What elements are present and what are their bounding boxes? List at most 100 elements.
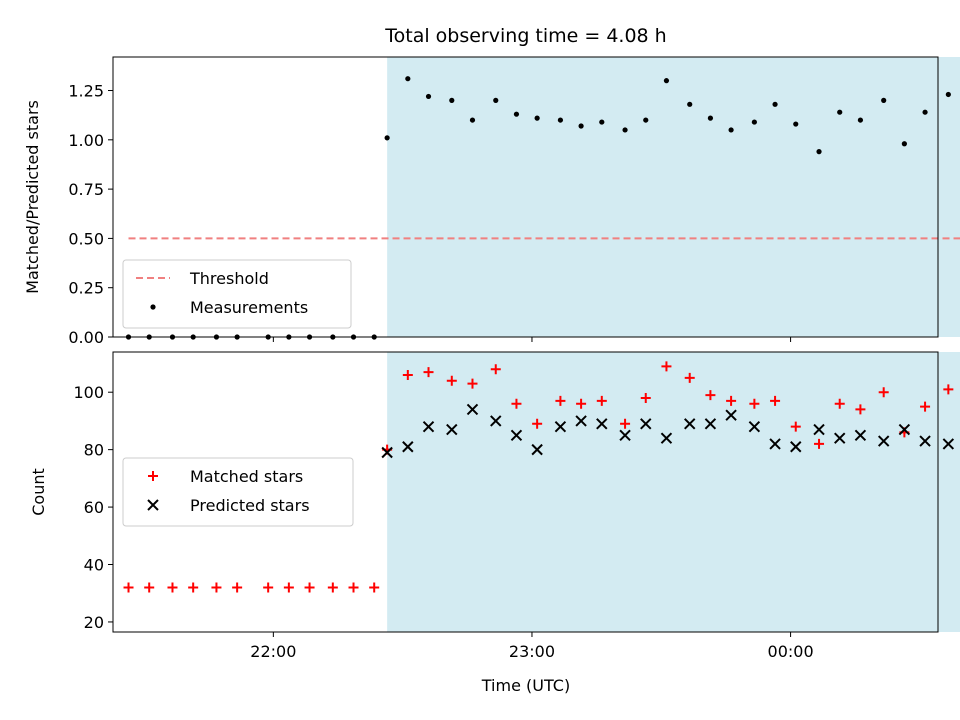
data-point bbox=[725, 409, 737, 421]
y-tick-label: 0.50 bbox=[68, 229, 104, 248]
data-point bbox=[834, 432, 846, 444]
data-point bbox=[348, 582, 359, 593]
data-point bbox=[834, 398, 845, 409]
data-point bbox=[622, 127, 628, 133]
x-axis-title: Time (UTC) bbox=[481, 676, 570, 695]
legend-swatch bbox=[148, 471, 158, 481]
data-point bbox=[942, 438, 955, 450]
count-legend: Matched stars Predicted stars bbox=[122, 457, 354, 527]
data-point bbox=[772, 101, 778, 107]
y-tick-label: 1.25 bbox=[68, 82, 104, 101]
data-point bbox=[576, 398, 587, 409]
data-point bbox=[816, 149, 822, 155]
data-point bbox=[188, 582, 199, 593]
data-point bbox=[790, 441, 802, 453]
data-point bbox=[901, 141, 907, 147]
data-point bbox=[493, 97, 499, 103]
y-tick-label: 0.75 bbox=[68, 180, 104, 199]
x-tick-label: 00:00 bbox=[768, 642, 814, 661]
count-panel: 2040608010022:0023:0000:0001:0002:00Matc… bbox=[73, 351, 960, 661]
data-point bbox=[770, 395, 781, 406]
data-point bbox=[707, 115, 714, 121]
data-point bbox=[423, 367, 434, 378]
data-point bbox=[726, 395, 737, 406]
data-point bbox=[578, 123, 584, 129]
top-y-axis-title: Matched/Predicted stars bbox=[23, 100, 42, 294]
data-point bbox=[684, 372, 695, 383]
data-point bbox=[814, 438, 825, 449]
data-point bbox=[449, 97, 455, 103]
data-point bbox=[837, 109, 843, 115]
data-point bbox=[167, 582, 178, 593]
data-point bbox=[790, 421, 801, 432]
data-point bbox=[402, 369, 413, 380]
data-point bbox=[881, 97, 887, 103]
data-point bbox=[751, 119, 757, 125]
data-point bbox=[123, 582, 134, 593]
data-point bbox=[283, 582, 294, 593]
data-point bbox=[513, 111, 520, 117]
data-point bbox=[640, 392, 651, 403]
data-point bbox=[381, 446, 393, 459]
data-point bbox=[402, 441, 414, 453]
data-point bbox=[510, 429, 523, 441]
data-point bbox=[877, 435, 890, 447]
y-tick-label: 60 bbox=[84, 498, 104, 517]
data-point bbox=[467, 378, 478, 389]
data-point bbox=[531, 443, 543, 456]
y-tick-label: 0.00 bbox=[68, 328, 104, 347]
data-point bbox=[748, 420, 761, 433]
data-point bbox=[749, 398, 760, 409]
y-tick-label: 0.25 bbox=[68, 279, 104, 298]
data-point bbox=[660, 432, 673, 444]
y-tick-label: 40 bbox=[84, 556, 104, 575]
data-point bbox=[446, 375, 457, 386]
y-tick-label: 1.00 bbox=[68, 131, 104, 150]
data-point bbox=[596, 418, 608, 430]
data-point bbox=[898, 423, 911, 436]
data-point bbox=[532, 418, 543, 429]
data-point bbox=[704, 418, 717, 430]
data-point bbox=[144, 582, 155, 593]
x-tick-label: 22:00 bbox=[250, 642, 296, 661]
data-point bbox=[854, 429, 867, 441]
data-point bbox=[728, 127, 734, 133]
data-point bbox=[687, 101, 693, 107]
data-point bbox=[555, 395, 566, 406]
plot-frame bbox=[112, 56, 939, 338]
data-point bbox=[490, 364, 501, 375]
data-point bbox=[919, 435, 931, 447]
data-point bbox=[422, 420, 435, 433]
data-point bbox=[232, 582, 243, 593]
data-point bbox=[425, 93, 432, 100]
y-tick-label: 80 bbox=[84, 441, 104, 460]
data-point bbox=[557, 117, 564, 123]
data-point bbox=[661, 361, 672, 372]
data-point bbox=[943, 384, 954, 395]
y-tick-label: 100 bbox=[73, 383, 104, 402]
data-point bbox=[619, 429, 631, 441]
data-point bbox=[263, 582, 274, 593]
ratio-panel: 0.00 0.25 0.50 0.75 1.00 1.25 Threshold Measure… bbox=[68, 56, 960, 347]
data-point bbox=[945, 91, 951, 98]
data-point bbox=[596, 395, 607, 406]
data-point bbox=[643, 117, 649, 123]
data-point bbox=[469, 117, 476, 123]
data-point bbox=[640, 418, 652, 430]
data-point bbox=[663, 78, 670, 84]
data-point bbox=[575, 415, 587, 427]
x-tick-label: 23:00 bbox=[509, 642, 555, 661]
data-point bbox=[769, 438, 781, 450]
observing-window-shade bbox=[387, 57, 960, 337]
data-point bbox=[384, 135, 390, 141]
ratio-legend: Threshold Measurements bbox=[122, 259, 352, 329]
data-point bbox=[813, 423, 825, 436]
data-point bbox=[490, 415, 502, 427]
chart-title: Total observing time = 4.08 h bbox=[384, 25, 666, 47]
data-point bbox=[922, 109, 928, 115]
data-point bbox=[855, 404, 866, 415]
legend-swatch bbox=[150, 304, 156, 310]
observing-window-shade bbox=[387, 352, 960, 632]
data-point bbox=[534, 115, 540, 121]
